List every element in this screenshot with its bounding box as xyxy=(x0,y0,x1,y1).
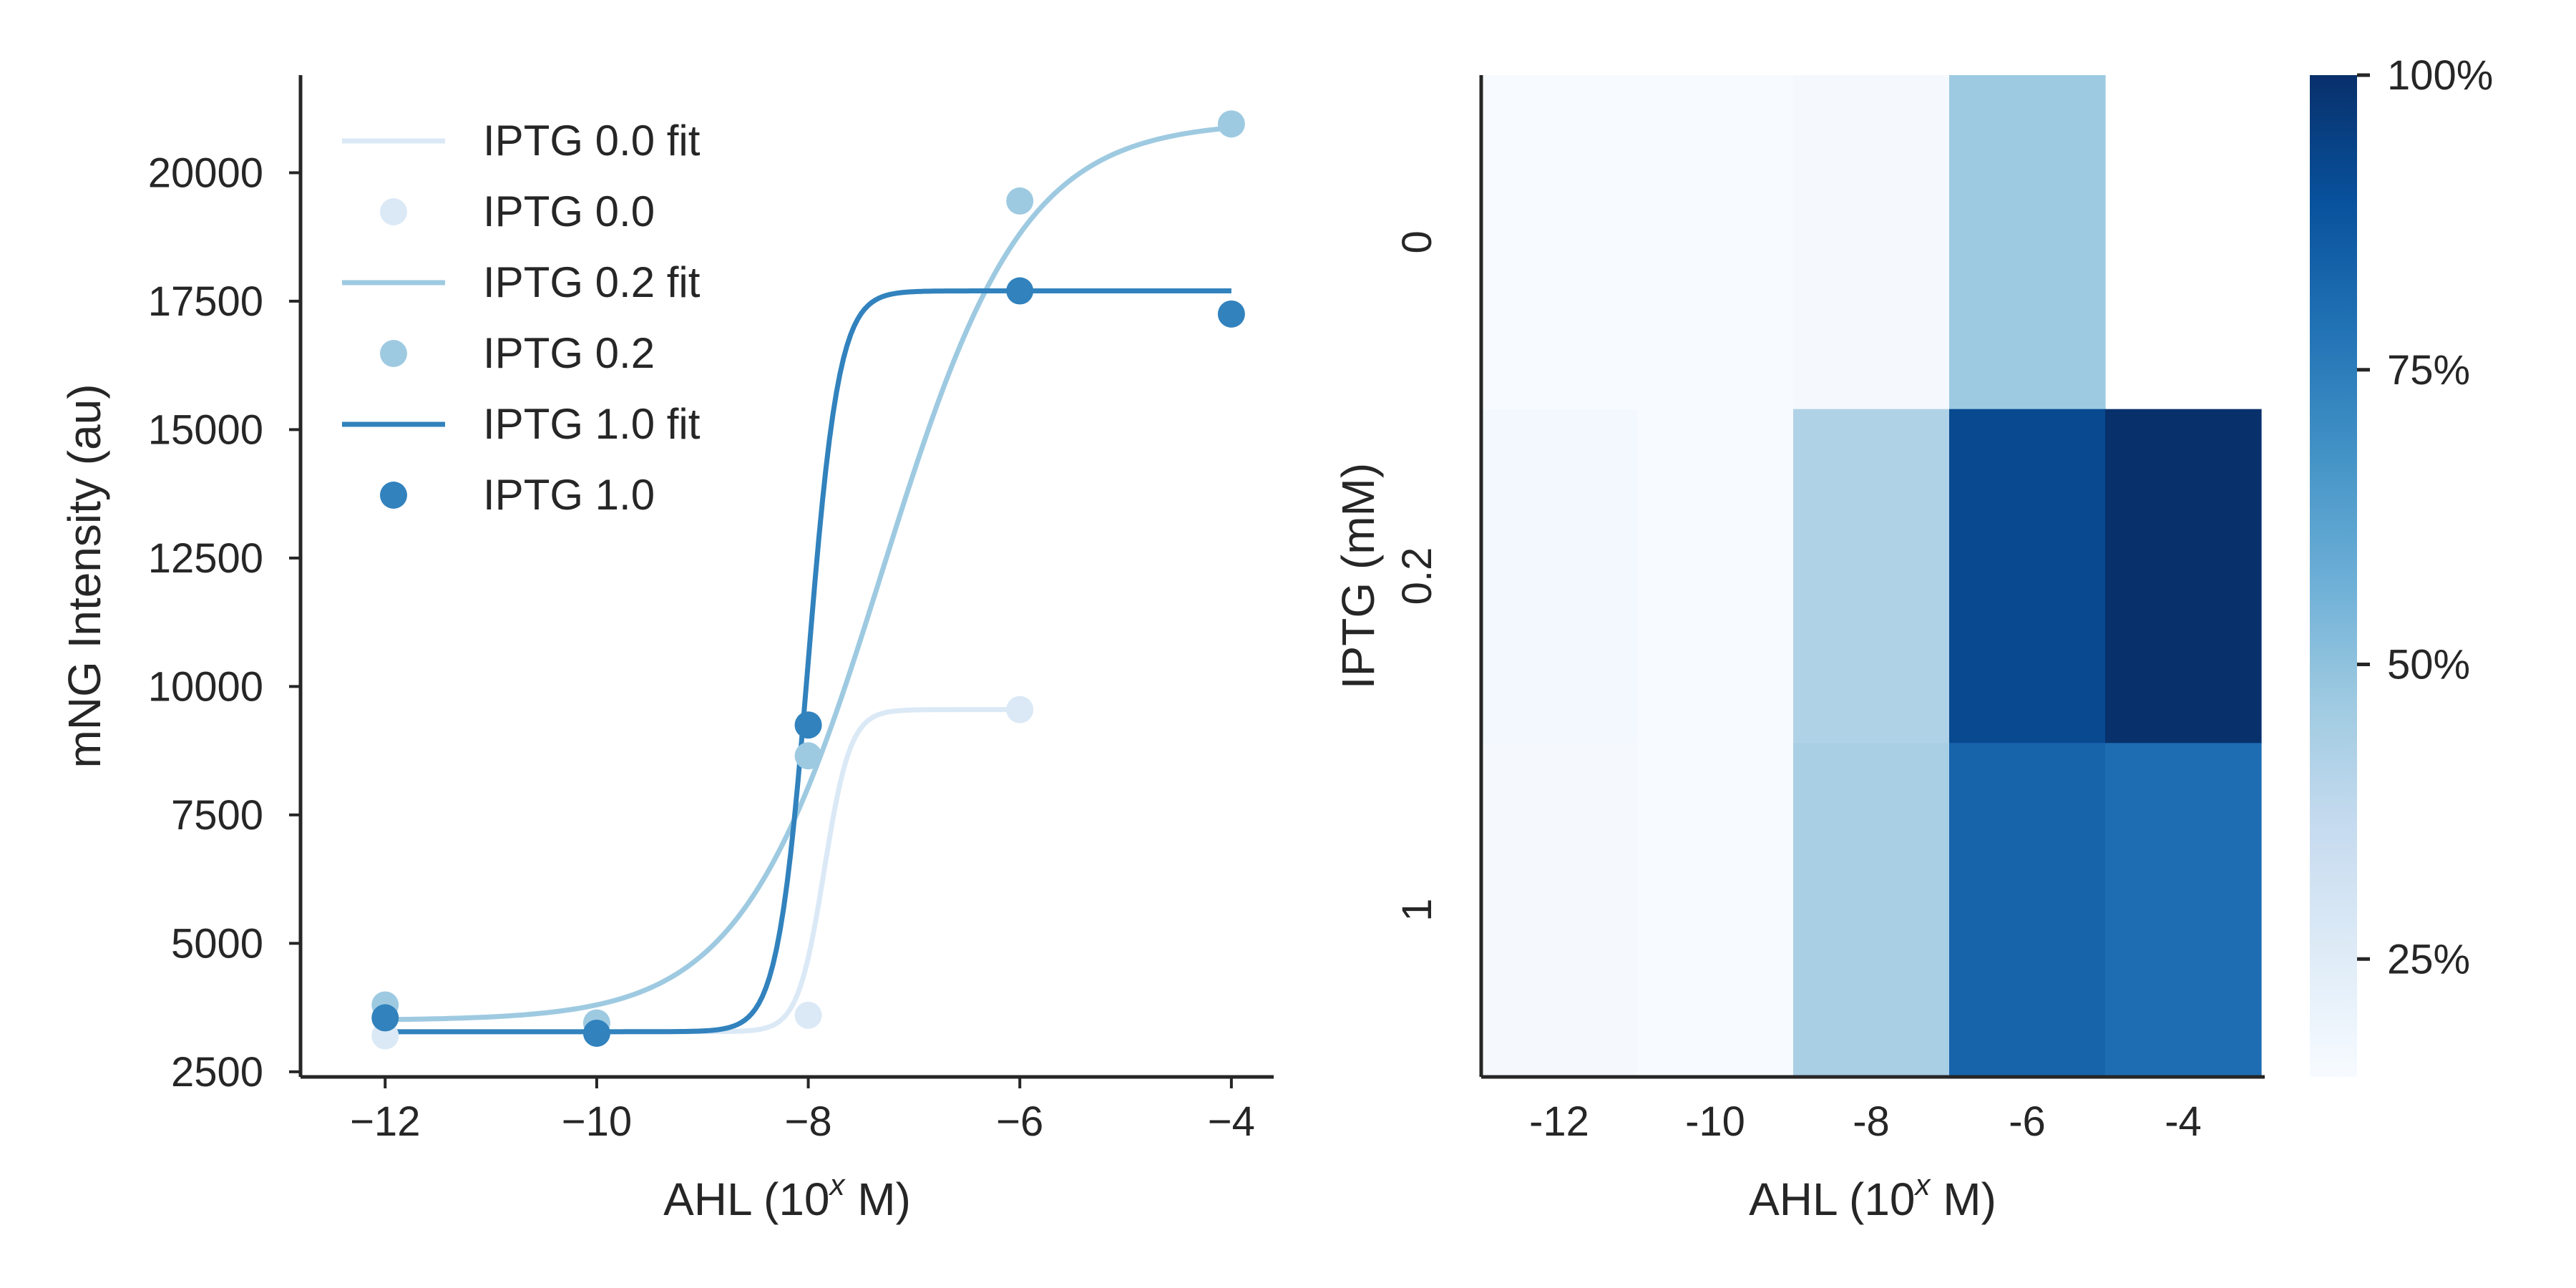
x-tick-label: −12 xyxy=(350,1098,420,1145)
data-point-series-0-1 xyxy=(794,1001,822,1029)
legend: IPTG 0.0 fit IPTG 0.0 IPTG 0.2 fit IPTG 0.2… xyxy=(342,117,701,519)
heatmap-cell-r0-c3 xyxy=(1949,75,2106,410)
legend-label-fit-2: IPTG 1.0 fit xyxy=(483,400,701,448)
heatmap-y-axis-label: IPTG (mM) xyxy=(1332,463,1384,689)
x-tick-label: −8 xyxy=(784,1098,831,1145)
data-point-series-2-0 xyxy=(371,1004,399,1032)
y-ticks: 2500 5000 7500 10000 12500 15000 17500 20000 xyxy=(148,150,301,1096)
x-tick-label: −4 xyxy=(1208,1098,1255,1145)
data-point-series-2-3 xyxy=(1006,277,1034,305)
data-point-series-2-1 xyxy=(582,1019,610,1047)
colorbar-tick-label: 75% xyxy=(2387,347,2470,394)
legend-marker-swatch-0 xyxy=(380,198,407,225)
colorbar xyxy=(2310,75,2357,1077)
y-tick-label: 2500 xyxy=(171,1049,263,1096)
heatmap-x-tick-label: -8 xyxy=(1853,1098,1890,1145)
fit-line-series-2 xyxy=(385,288,1231,1035)
data-point-series-0-2 xyxy=(1006,696,1034,723)
heatmap-x-tick-label: -10 xyxy=(1685,1098,1745,1145)
y-tick-label: 17500 xyxy=(148,278,263,325)
heatmap-cell-r0-c2 xyxy=(1793,75,1950,410)
heatmap-cells xyxy=(1481,75,2262,1078)
y-tick-label: 15000 xyxy=(148,406,263,453)
fit-curves xyxy=(385,125,1232,1035)
y-tick-label: 12500 xyxy=(148,535,263,582)
y-tick-label: 5000 xyxy=(171,920,263,967)
colorbar-tick-label: 25% xyxy=(2387,936,2470,982)
x-ticks: −12 −10 −8 −6 −4 xyxy=(350,1077,1255,1145)
legend-marker-swatch-2 xyxy=(380,482,407,509)
heatmap-y-tick-label: 1 xyxy=(1394,899,1440,922)
data-point-series-1-4 xyxy=(1217,110,1245,138)
heatmap-cell-r2-c4 xyxy=(2105,743,2262,1078)
y-tick-label: 10000 xyxy=(148,663,263,710)
heatmap-cell-r1-c4 xyxy=(2105,409,2262,743)
data-points xyxy=(371,110,1245,1050)
heatmap-x-tick-label: -12 xyxy=(1529,1098,1589,1145)
heatmap-cell-r2-c2 xyxy=(1793,743,1950,1078)
heatmap-cell-r0-c0 xyxy=(1481,75,1638,410)
y-tick-label: 20000 xyxy=(148,150,263,196)
legend-label-points-1: IPTG 0.2 xyxy=(483,329,655,377)
x-axis-label: AHL (10x M) xyxy=(663,1168,911,1225)
heatmap-x-axis-label: AHL (10x M) xyxy=(1749,1168,1996,1225)
data-point-series-2-2 xyxy=(794,711,822,739)
x-tick-label: −6 xyxy=(996,1098,1043,1145)
fit-line-series-1 xyxy=(385,125,1232,1023)
heatmap-y-ticks: 00.21 xyxy=(1394,230,1440,922)
legend-label-points-0: IPTG 0.0 xyxy=(483,187,655,235)
legend-label-points-2: IPTG 1.0 xyxy=(483,471,655,519)
heatmap: -12 -10 -8 -6 -4 00.21 AHL (10x M) IPTG (mM)… xyxy=(1332,52,2493,1225)
data-point-series-1-2 xyxy=(794,742,822,770)
colorbar-tick-label: 50% xyxy=(2387,642,2470,688)
heatmap-cell-r2-c1 xyxy=(1637,743,1794,1078)
legend-marker-swatch-1 xyxy=(380,340,407,367)
legend-label-fit-0: IPTG 0.0 fit xyxy=(483,117,701,165)
heatmap-y-tick-label: 0.2 xyxy=(1394,547,1440,605)
heatmap-y-tick-label: 0 xyxy=(1394,230,1440,253)
heatmap-x-tick-label: -4 xyxy=(2165,1098,2202,1145)
y-axis-label: mNG Intensity (au) xyxy=(59,384,110,768)
line-chart: −12 −10 −8 −6 −4 2500 5000 7500 10000 12500 15000… xyxy=(59,75,1274,1225)
legend-label-fit-1: IPTG 0.2 fit xyxy=(483,258,701,306)
heatmap-x-ticks: -12 -10 -8 -6 -4 xyxy=(1529,1098,2202,1145)
heatmap-x-tick-label: -6 xyxy=(2009,1098,2046,1145)
heatmap-cell-r1-c2 xyxy=(1793,409,1950,743)
y-tick-label: 7500 xyxy=(171,792,263,839)
colorbar-ticks: 25% 50% 75% 100% xyxy=(2357,52,2493,982)
data-point-series-1-3 xyxy=(1006,187,1034,215)
x-tick-label: −10 xyxy=(562,1098,632,1145)
data-point-series-2-4 xyxy=(1217,300,1245,328)
heatmap-cell-r2-c0 xyxy=(1481,743,1638,1078)
colorbar-tick-label: 100% xyxy=(2387,52,2493,99)
heatmap-cell-r1-c3 xyxy=(1949,409,2106,743)
heatmap-cell-r0-c1 xyxy=(1637,75,1794,410)
heatmap-cell-r1-c1 xyxy=(1637,409,1794,743)
heatmap-cell-r2-c3 xyxy=(1949,743,2106,1078)
heatmap-cell-r1-c0 xyxy=(1481,409,1638,743)
